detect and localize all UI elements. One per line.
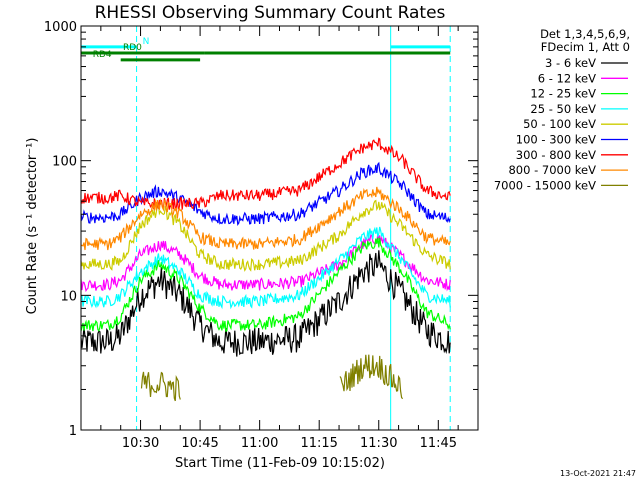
state-label-rd0: RD0 xyxy=(123,43,142,53)
legend-label-4: 50 - 100 keV xyxy=(523,117,596,131)
y-axis-label: Count Rate (s⁻¹ detector⁻¹) xyxy=(25,138,40,315)
legend-header-line-1: Det 1,3,4,5,6,9, xyxy=(540,27,630,41)
x-tick-label-0: 10:30 xyxy=(122,436,159,451)
generation-timestamp: 13-Oct-2021 21:47 xyxy=(560,469,636,478)
chart-title: RHESSI Observing Summary Count Rates xyxy=(95,3,446,23)
x-tick-label-5: 11:45 xyxy=(420,436,457,451)
legend-label-2: 12 - 25 keV xyxy=(530,87,596,101)
series-line-7 xyxy=(80,186,451,251)
y-tick-label-0: 1 xyxy=(69,424,77,439)
x-tick-label-2: 11:00 xyxy=(241,436,278,451)
x-tick-label-1: 10:45 xyxy=(181,436,218,451)
series-line-3 xyxy=(80,226,451,310)
x-axis-label: Start Time (11-Feb-09 10:15:02) xyxy=(175,456,385,471)
y-tick-label-3: 1000 xyxy=(44,20,77,35)
legend-label-6: 300 - 800 keV xyxy=(516,148,596,162)
legend-label-3: 25 - 50 keV xyxy=(530,102,596,116)
series-line-4 xyxy=(80,199,451,272)
y-tick-label-1: 10 xyxy=(60,289,77,304)
x-tick-label-3: 11:15 xyxy=(300,436,337,451)
legend-label-7: 800 - 7000 keV xyxy=(508,163,596,177)
legend-label-5: 100 - 300 keV xyxy=(516,133,596,147)
series-line-5 xyxy=(80,161,451,227)
series-line-0 xyxy=(80,250,451,357)
series-line-2 xyxy=(80,237,451,332)
legend-header-line-2: FDecim 1, Att 0 xyxy=(541,40,630,54)
y-tick-label-2: 100 xyxy=(52,155,77,170)
state-label-rd4: RD4 xyxy=(93,50,112,60)
legend-label-0: 3 - 6 keV xyxy=(545,56,596,70)
legend-label-8: 7000 - 15000 keV xyxy=(494,178,596,192)
state-label-n: N xyxy=(143,37,150,47)
x-tick-label-4: 11:30 xyxy=(360,436,397,451)
series-line-8 xyxy=(140,354,404,402)
series-line-6 xyxy=(80,137,451,211)
legend-label-1: 6 - 12 keV xyxy=(538,71,596,85)
